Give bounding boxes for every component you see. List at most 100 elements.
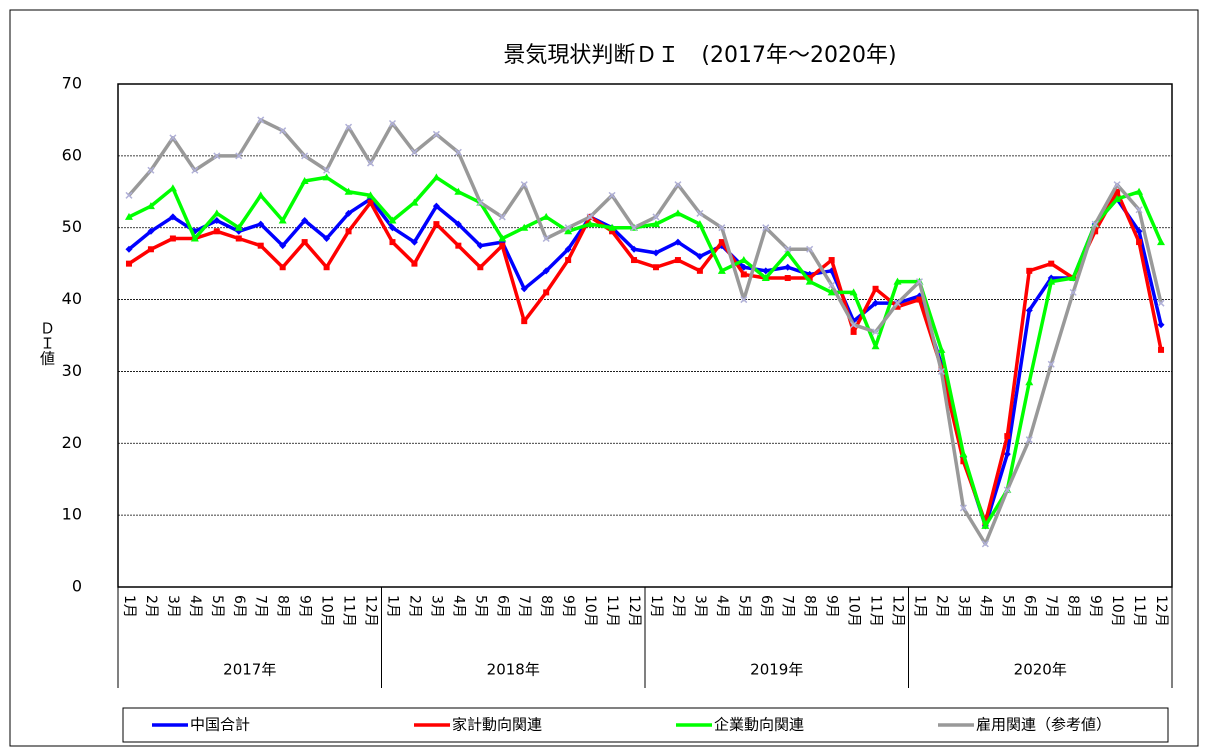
marker — [981, 540, 989, 548]
marker — [322, 173, 331, 181]
marker — [762, 267, 770, 275]
marker — [169, 134, 177, 142]
x-tick-label: 12月 — [1153, 595, 1169, 627]
marker — [652, 264, 659, 271]
x-tick-label: 6月 — [758, 595, 774, 618]
x-tick-label: 4月 — [714, 595, 730, 618]
marker — [433, 221, 440, 228]
marker — [1157, 321, 1165, 329]
x-tick-label: 1月 — [648, 595, 664, 618]
marker — [784, 275, 791, 282]
x-tick-label: 7月 — [253, 595, 269, 618]
y-tick-label: 40 — [62, 289, 82, 308]
x-tick-label: 4月 — [187, 595, 203, 618]
marker — [893, 299, 902, 307]
y-tick-label: 70 — [62, 74, 82, 93]
marker — [674, 238, 682, 246]
group-label: 2020年 — [1014, 661, 1067, 679]
y-tick-label: 20 — [62, 433, 82, 452]
x-tick-label: 2月 — [670, 595, 686, 618]
marker — [739, 256, 748, 264]
marker — [1048, 260, 1055, 267]
x-tick-label: 3月 — [955, 595, 971, 618]
marker — [1025, 306, 1033, 314]
marker — [476, 199, 484, 207]
marker — [564, 227, 573, 235]
marker — [345, 228, 352, 235]
marker — [256, 191, 265, 199]
marker — [609, 228, 616, 235]
series-line — [128, 175, 1163, 528]
x-tick-label: 10月 — [846, 595, 862, 627]
marker — [1025, 378, 1034, 386]
marker — [631, 257, 638, 264]
y-axis-label: ＤＩ値 — [38, 321, 56, 366]
marker — [389, 239, 396, 246]
marker — [564, 245, 572, 253]
x-tick-label: 2月 — [143, 595, 159, 618]
marker — [125, 191, 133, 199]
marker — [432, 130, 440, 138]
x-tick-label: 1月 — [911, 595, 927, 618]
marker — [806, 245, 814, 253]
marker — [168, 184, 177, 192]
marker — [784, 245, 792, 253]
marker — [718, 239, 725, 246]
marker — [872, 299, 880, 307]
x-tick-label: 1月 — [384, 595, 400, 618]
marker — [1135, 206, 1143, 214]
marker — [279, 242, 287, 250]
x-tick-label: 7月 — [516, 595, 532, 618]
x-tick-label: 9月 — [824, 595, 840, 618]
marker — [213, 152, 221, 160]
marker — [235, 152, 243, 160]
marker — [301, 152, 309, 160]
marker — [212, 209, 221, 217]
marker — [850, 321, 858, 329]
legend — [122, 707, 1169, 743]
marker — [586, 220, 595, 228]
marker — [498, 213, 506, 221]
marker — [455, 242, 462, 249]
group-label: 2018年 — [487, 661, 540, 679]
x-tick-label: 10月 — [319, 595, 335, 627]
marker — [608, 191, 616, 199]
marker — [565, 257, 572, 264]
marker — [410, 198, 419, 206]
x-tick-label: 4月 — [450, 595, 466, 618]
marker — [147, 227, 155, 235]
marker — [828, 257, 835, 264]
marker — [257, 242, 264, 249]
marker — [1092, 228, 1099, 235]
marker — [783, 248, 792, 256]
marker — [1114, 188, 1121, 195]
marker — [1157, 238, 1166, 246]
x-tick-label: 10月 — [582, 595, 598, 627]
x-tick-label: 9月 — [560, 595, 576, 618]
marker — [564, 224, 572, 232]
marker — [827, 288, 836, 296]
x-tick-label: 9月 — [1087, 595, 1103, 618]
marker — [366, 191, 375, 199]
marker — [1135, 227, 1143, 235]
x-tick-label: 4月 — [977, 595, 993, 618]
marker — [213, 217, 221, 225]
marker — [871, 342, 880, 350]
marker — [542, 234, 550, 243]
y-tick-label: 60 — [62, 145, 82, 164]
marker — [1004, 433, 1011, 440]
x-tick-label: 5月 — [209, 595, 225, 618]
group-label: 2017年 — [223, 661, 276, 679]
x-tick-label: 7月 — [780, 595, 796, 618]
x-tick-label: 2月 — [406, 595, 422, 618]
x-tick-label: 8月 — [802, 595, 818, 618]
marker — [213, 228, 220, 235]
chart-title: 景気現状判断ＤＩ (2017年～2020年) — [503, 43, 896, 68]
marker — [542, 212, 551, 220]
marker — [323, 234, 331, 242]
marker — [1113, 194, 1122, 202]
marker — [630, 224, 638, 232]
plot-area — [118, 84, 1172, 587]
x-tick-label: 3月 — [165, 595, 181, 618]
x-tick-label: 6月 — [231, 595, 247, 618]
